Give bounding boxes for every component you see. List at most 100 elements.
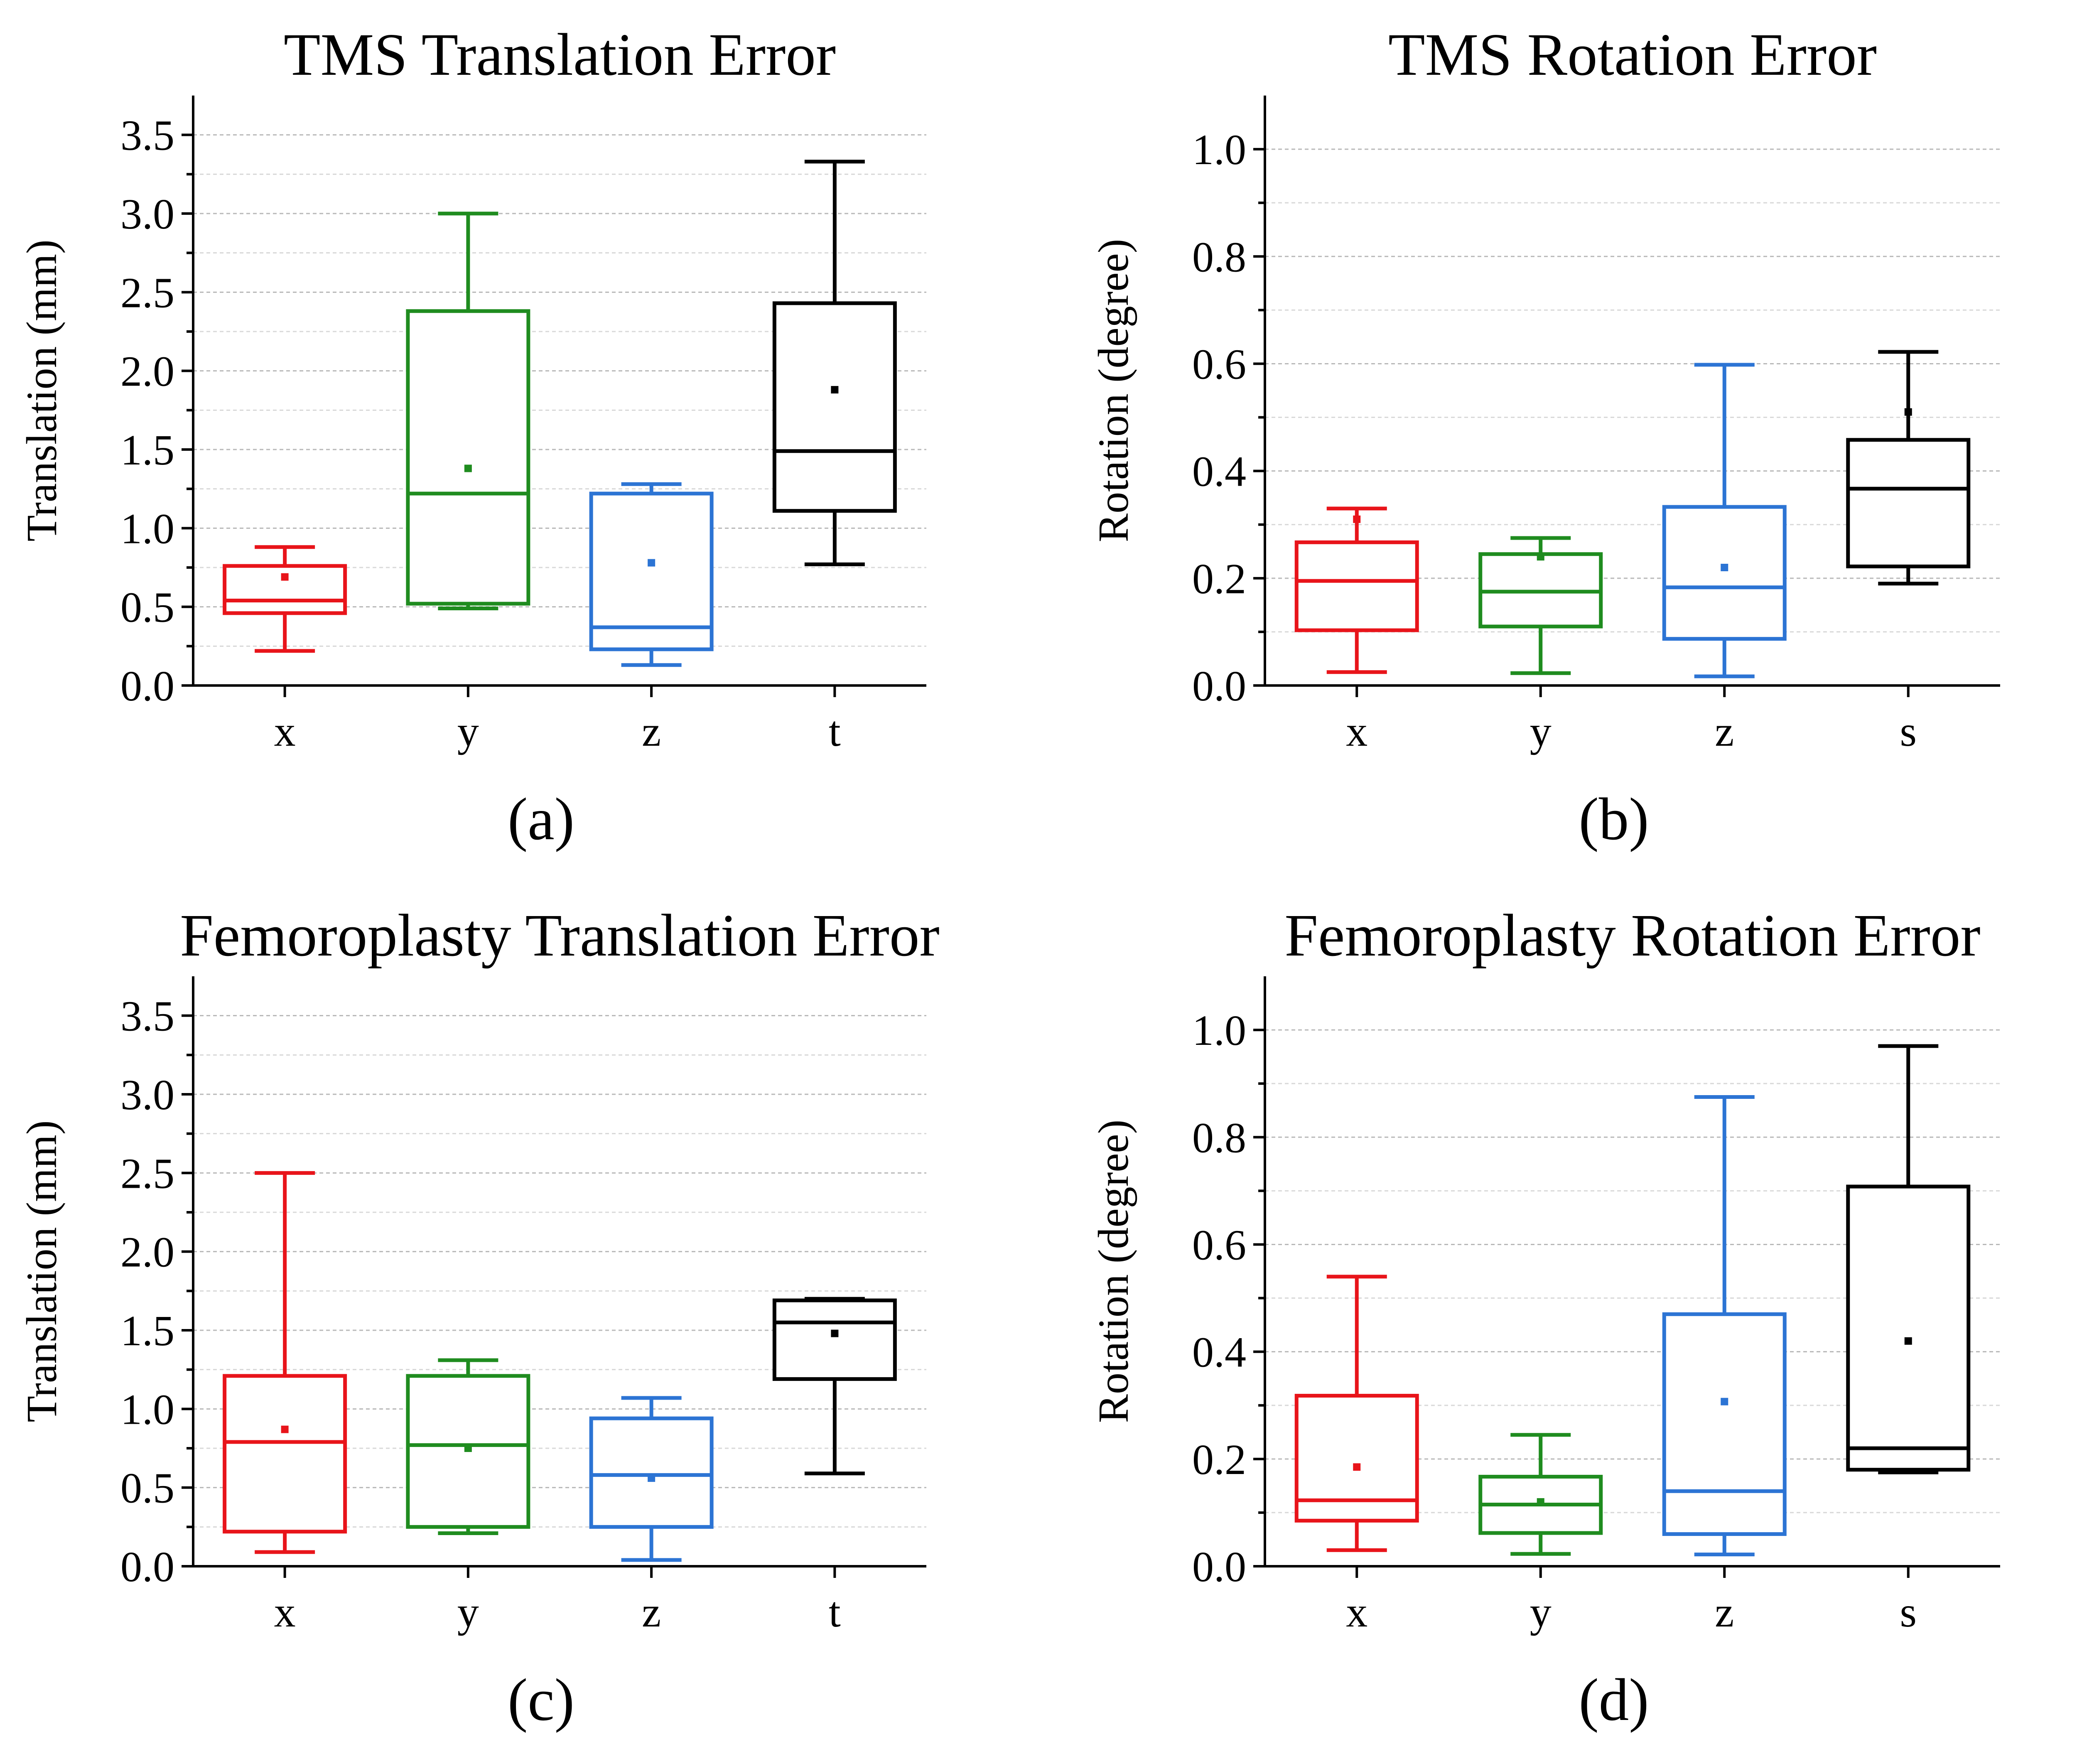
mean-marker — [1904, 408, 1912, 416]
x-tick-label: x — [274, 1588, 296, 1636]
x-tick-label: s — [1900, 708, 1917, 755]
y-tick-label: 0.0 — [1192, 662, 1246, 710]
y-tick-label: 0.0 — [1192, 1543, 1246, 1591]
y-tick-label: 2.0 — [120, 348, 174, 396]
mean-marker — [1721, 564, 1728, 571]
box-x — [223, 545, 347, 653]
iqr-box — [772, 301, 897, 513]
x-tick-label: x — [1346, 1588, 1367, 1636]
box-y — [1478, 536, 1603, 675]
y-tick-label: 0.4 — [1192, 1329, 1246, 1376]
iqr-box — [589, 491, 714, 651]
mean-marker — [464, 1445, 472, 1452]
mean-marker — [281, 573, 289, 581]
mean-marker — [464, 464, 472, 472]
x-tick-label: s — [1900, 1588, 1917, 1636]
y-axis-label: Rotation (degree) — [1090, 239, 1137, 543]
box-z — [589, 1396, 714, 1562]
iqr-box — [1846, 1184, 1971, 1472]
y-tick-label: 1.0 — [1192, 126, 1246, 174]
y-tick-label: 0.0 — [120, 662, 174, 710]
panel-caption: (c) — [508, 1667, 574, 1733]
y-tick-label: 2.0 — [120, 1228, 174, 1276]
mean-marker — [1721, 1398, 1728, 1405]
y-axis-label: Translation (mm) — [18, 1120, 66, 1422]
y-tick-label: 3.0 — [120, 1071, 174, 1119]
mean-marker — [281, 1425, 289, 1433]
mean-marker — [1904, 1337, 1912, 1345]
x-tick-label: x — [274, 708, 296, 755]
x-tick-label: z — [642, 1588, 661, 1636]
box-z — [589, 482, 714, 667]
box-s — [1846, 350, 1971, 586]
y-tick-label: 0.8 — [1192, 1114, 1246, 1162]
iqr-box — [1846, 438, 1971, 568]
y-tick-label: 1.0 — [120, 1386, 174, 1433]
iqr-box — [406, 309, 530, 606]
mean-marker — [1353, 515, 1361, 523]
x-tick-label: z — [642, 708, 661, 755]
y-tick-label: 0.0 — [120, 1543, 174, 1591]
y-tick-label: 3.0 — [120, 190, 174, 238]
mean-marker — [648, 559, 656, 567]
x-tick-label: x — [1346, 708, 1367, 755]
box-y — [1478, 1433, 1603, 1556]
x-tick-label: y — [457, 708, 479, 755]
y-tick-label: 0.2 — [1192, 555, 1246, 603]
mean-marker — [831, 1329, 839, 1337]
y-tick-label: 0.6 — [1192, 1221, 1246, 1269]
chart-title: Femoroplasty Translation Error — [180, 902, 940, 969]
mean-marker — [1537, 1498, 1544, 1506]
box-s — [1846, 1044, 1971, 1474]
y-axis-label: Rotation (degree) — [1090, 1120, 1137, 1423]
panel-caption: (a) — [508, 786, 574, 853]
y-tick-label: 0.2 — [1192, 1436, 1246, 1484]
iqr-box — [1294, 540, 1419, 632]
mean-marker — [1353, 1463, 1361, 1471]
y-tick-label: 1.0 — [120, 505, 174, 553]
chart-panel: 0.0 0.2 0.4 0.6 0.8 1.0 x y z s Femoroplasty Rotat… — [1090, 902, 2000, 1733]
x-tick-label: t — [829, 1588, 841, 1636]
x-tick-label: y — [457, 1588, 479, 1636]
y-tick-label: 0.5 — [120, 584, 174, 631]
iqr-box — [1662, 505, 1787, 641]
x-tick-label: t — [829, 708, 841, 755]
box-z — [1662, 1095, 1787, 1557]
x-tick-label: z — [1715, 708, 1734, 755]
chart-panel: 0.0 0.5 1.0 1.5 2.0 2.5 3.0 3.5 x y z t Femoroplasty… — [18, 902, 940, 1733]
y-tick-label: 0.8 — [1192, 233, 1246, 281]
y-tick-label: 2.5 — [120, 269, 174, 317]
panel-caption: (d) — [1579, 1667, 1649, 1733]
y-tick-label: 3.5 — [120, 112, 174, 160]
y-tick-label: 1.5 — [120, 1307, 174, 1355]
chart-title: TMS Translation Error — [284, 22, 836, 88]
mean-marker — [648, 1474, 656, 1482]
x-tick-label: y — [1530, 1588, 1552, 1636]
y-tick-label: 3.5 — [120, 993, 174, 1040]
box-t — [772, 1297, 897, 1476]
box-x — [1294, 1275, 1419, 1552]
box-y — [406, 1358, 530, 1535]
mean-marker — [1537, 553, 1544, 561]
x-tick-label: y — [1530, 708, 1552, 755]
chart-title: Femoroplasty Rotation Error — [1284, 902, 1980, 969]
iqr-box — [589, 1416, 714, 1529]
iqr-box — [223, 564, 347, 615]
chart-title: TMS Rotation Error — [1388, 22, 1877, 88]
y-axis-label: Translation (mm) — [18, 239, 66, 541]
mean-marker — [831, 386, 839, 394]
y-tick-label: 1.0 — [1192, 1007, 1246, 1054]
iqr-box — [1662, 1312, 1787, 1536]
x-tick-label: z — [1715, 1588, 1734, 1636]
box-t — [772, 160, 897, 566]
iqr-box — [772, 1298, 897, 1381]
box-x — [223, 1171, 347, 1554]
chart-panel: 0.0 0.2 0.4 0.6 0.8 1.0 x y z s TMS Rotation Error… — [1090, 22, 2000, 853]
box-x — [1294, 506, 1419, 674]
y-tick-label: 0.5 — [120, 1464, 174, 1512]
y-tick-label: 0.4 — [1192, 448, 1246, 496]
chart-panel: 0.0 0.5 1.0 1.5 2.0 2.5 3.0 3.5 x y z t TMS Translat… — [18, 22, 926, 853]
box-z — [1662, 363, 1787, 678]
y-tick-label: 1.5 — [120, 426, 174, 474]
